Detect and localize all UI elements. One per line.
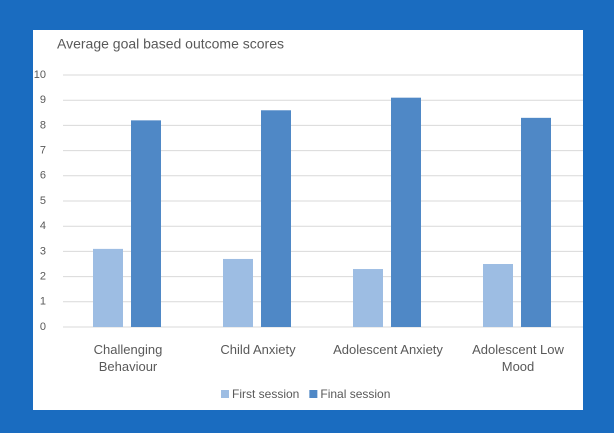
y-tick-label: 6 xyxy=(40,170,46,182)
y-tick-label: 8 xyxy=(40,119,46,131)
y-tick-label: 9 xyxy=(40,94,46,106)
legend-label: Final session xyxy=(320,387,390,401)
y-tick-label: 10 xyxy=(34,69,46,81)
bar xyxy=(483,264,513,327)
chart-title: Average goal based outcome scores xyxy=(57,36,284,52)
y-tick-label: 4 xyxy=(40,220,46,232)
bar xyxy=(391,97,421,328)
x-tick-label: Child Anxiety xyxy=(220,342,296,357)
legend-label: First session xyxy=(232,387,299,401)
y-tick-label: 3 xyxy=(40,245,46,257)
y-tick-label: 1 xyxy=(40,296,46,308)
y-tick-label: 2 xyxy=(40,271,46,283)
y-tick-label: 0 xyxy=(40,321,46,333)
bar xyxy=(223,258,253,327)
x-tick-label: Adolescent Anxiety xyxy=(333,342,443,357)
y-tick-label: 5 xyxy=(40,195,46,207)
legend-swatch xyxy=(309,390,318,398)
bar xyxy=(131,120,161,327)
y-tick-label: 7 xyxy=(40,145,46,157)
bar xyxy=(521,117,551,327)
chart-panel xyxy=(33,30,583,410)
bar xyxy=(353,269,383,327)
bar xyxy=(93,248,123,327)
x-tick-label: Adolescent Low Mood xyxy=(472,342,564,374)
x-tick-label: Challenging Behaviour xyxy=(93,342,163,374)
legend-swatch xyxy=(221,390,229,398)
bar xyxy=(261,110,291,327)
